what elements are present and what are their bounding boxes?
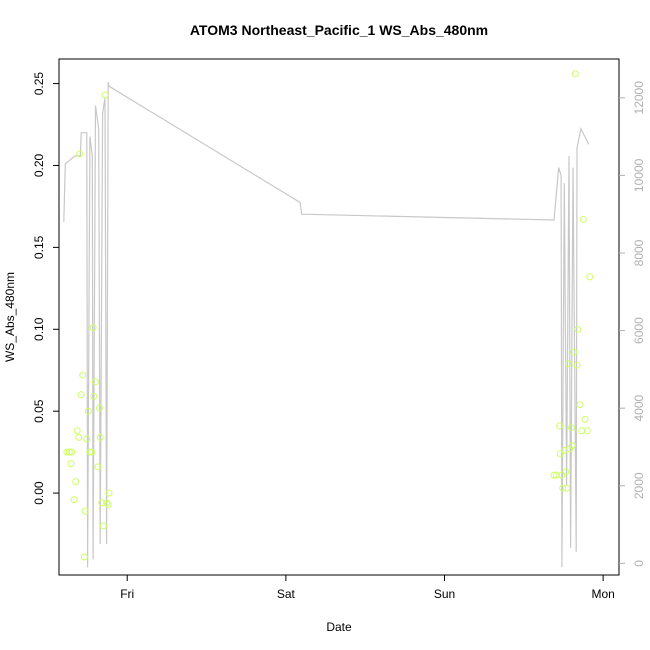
y-tick-label: 0.25 <box>32 72 46 96</box>
data-point <box>75 433 83 441</box>
data-point <box>92 378 99 386</box>
y-tick-label: 0.05 <box>32 399 46 423</box>
y2-tick-label: 2000 <box>632 472 646 499</box>
data-point <box>583 427 591 435</box>
y-tick-label: 0.00 <box>32 481 46 505</box>
data-point <box>101 91 109 99</box>
altitude-line <box>63 82 590 568</box>
y-tick-label: 0.10 <box>32 317 46 341</box>
data-point <box>67 460 75 468</box>
data-point <box>68 448 76 456</box>
y2-tick-label: 8000 <box>632 239 646 266</box>
data-point <box>73 427 81 435</box>
y-tick-label: 0.20 <box>32 153 46 177</box>
x-axis: Fri Sat Sun Mon <box>120 575 615 601</box>
data-point <box>574 325 582 333</box>
data-point <box>586 273 594 281</box>
data-point <box>81 507 89 515</box>
data-point <box>570 348 578 356</box>
data-point <box>63 448 71 456</box>
plot-frame <box>58 58 620 576</box>
y2-tick-label: 10000 <box>632 158 646 192</box>
series-layer <box>63 70 594 568</box>
data-point <box>550 471 558 479</box>
data-point <box>70 496 78 504</box>
data-point <box>80 553 88 561</box>
data-point <box>562 468 570 476</box>
data-point <box>98 499 106 507</box>
x-tick-label: Sat <box>277 587 296 601</box>
y-axis-left: 0.00 0.05 0.10 0.15 0.20 0.25 <box>32 72 59 505</box>
y2-tick-label: 6000 <box>632 317 646 344</box>
y-axis-right: 0 2000 4000 6000 8000 10000 12000 <box>619 81 646 567</box>
x-tick-label: Sun <box>434 587 455 601</box>
data-point <box>573 361 581 369</box>
data-point <box>104 501 112 509</box>
data-point <box>84 407 92 415</box>
data-point <box>65 448 73 456</box>
data-point <box>559 484 567 492</box>
data-point <box>99 522 107 530</box>
data-point <box>72 478 80 486</box>
y2-tick-label: 0 <box>632 560 646 567</box>
data-point <box>105 489 113 497</box>
chart-title: ATOM3 Northeast_Pacific_1 WS_Abs_480nm <box>190 22 488 38</box>
data-point <box>96 433 104 441</box>
y2-tick-label: 4000 <box>632 395 646 422</box>
data-point <box>564 360 572 368</box>
data-point <box>90 392 98 400</box>
data-point <box>94 463 102 471</box>
data-point <box>89 324 97 332</box>
data-point <box>563 484 571 492</box>
data-point <box>77 391 85 399</box>
x-tick-label: Fri <box>120 587 134 601</box>
data-point <box>88 448 95 456</box>
data-point <box>83 435 91 443</box>
y2-tick-label: 12000 <box>632 81 646 115</box>
y-tick-label: 0.15 <box>32 235 46 259</box>
data-point <box>556 422 563 430</box>
x-tick-label: Mon <box>591 587 614 601</box>
data-point <box>576 401 584 409</box>
data-point <box>79 371 87 379</box>
data-point <box>103 499 111 507</box>
data-point <box>579 216 587 223</box>
data-point <box>96 404 103 412</box>
data-point <box>571 70 579 78</box>
data-point <box>581 415 589 423</box>
x-axis-title: Date <box>326 620 352 634</box>
data-point <box>567 424 575 432</box>
y-axis-title: WS_Abs_480nm <box>3 272 17 362</box>
data-point <box>76 150 84 158</box>
data-point <box>568 442 576 450</box>
